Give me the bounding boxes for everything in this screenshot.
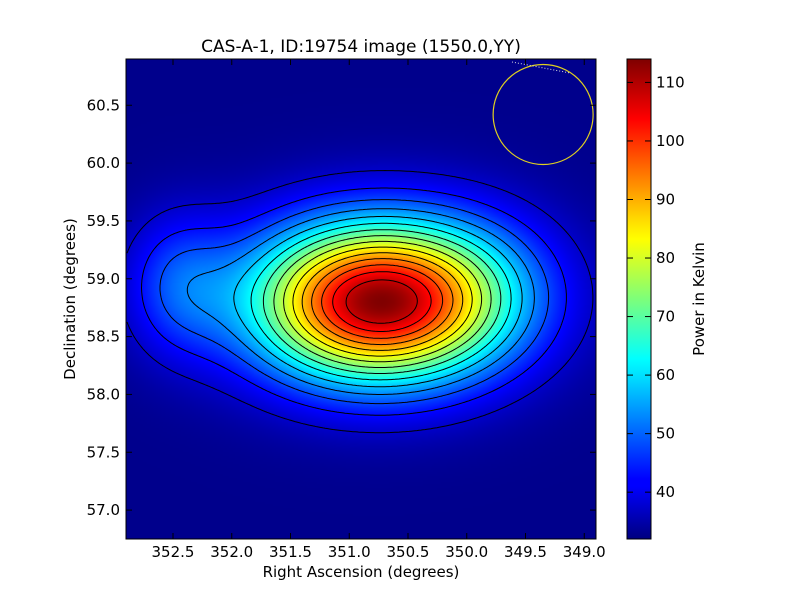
- y-tick-label: 57.0: [87, 501, 120, 519]
- colorbar-ticks: 40 50 60 70 80 90 100 110: [627, 73, 685, 501]
- chart-title: CAS-A-1, ID:19754 image (1550.0,YY): [201, 37, 521, 57]
- contour-line: [292, 246, 473, 357]
- x-tick-label: 351.5: [269, 543, 312, 561]
- y-tick-label: 58.0: [87, 385, 120, 403]
- heatmap-image: [126, 59, 596, 539]
- colorbar-tick-label: 110: [656, 73, 685, 91]
- colorbar-tick-label: 40: [656, 483, 675, 501]
- plot-frame: [125, 58, 597, 540]
- colorbar-tick-label: 90: [656, 190, 675, 208]
- contour-line: [283, 240, 483, 363]
- y-tick-label: 59.0: [87, 270, 120, 288]
- contour-line: [250, 222, 512, 381]
- colorbar-label: Power in Kelvin: [690, 242, 708, 356]
- colorbar-tick-label: 70: [656, 308, 675, 326]
- colorbar-tick-label: 80: [656, 249, 675, 267]
- contour-line: [273, 235, 492, 368]
- colorbar: [627, 59, 651, 539]
- colorbar-tick-label: 100: [656, 132, 685, 150]
- x-axis-ticks: 352.5 352.0 351.5 351.0 350.5 350.0 349.5 349.0: [152, 59, 606, 561]
- contour-line: [233, 215, 523, 388]
- y-axis-label: Declination (degrees): [61, 218, 79, 380]
- y-tick-label: 59.5: [87, 212, 120, 230]
- contour-line: [332, 271, 432, 332]
- x-tick-label: 349.5: [504, 543, 547, 561]
- x-tick-label: 350.5: [387, 543, 430, 561]
- contour-line: [301, 252, 464, 351]
- contour-line: [186, 208, 535, 395]
- y-tick-label: 60.0: [87, 154, 120, 172]
- heatmap-plot: [126, 59, 596, 539]
- colorbar-frame: [626, 58, 652, 540]
- beam-ellipse: [492, 63, 594, 166]
- x-tick-label: 352.5: [152, 543, 195, 561]
- x-tick-label: 349.0: [563, 543, 606, 561]
- contour-line: [262, 229, 502, 374]
- contour-line: [311, 258, 454, 346]
- contour-line: [126, 170, 594, 434]
- colorbar-tick-label: 50: [656, 425, 675, 443]
- x-tick-label: 351.0: [328, 543, 371, 561]
- contour-line: [159, 199, 550, 405]
- x-axis-label: Right Ascension (degrees): [263, 563, 460, 581]
- y-tick-label: 58.5: [87, 328, 120, 346]
- contour-line: [321, 264, 444, 339]
- y-axis-ticks: 57.0 57.5 58.0 58.5 59.0 59.5 60.0 60.5: [87, 96, 596, 519]
- contour-line: [345, 279, 418, 324]
- x-tick-label: 350.0: [445, 543, 488, 561]
- y-tick-label: 60.5: [87, 96, 120, 114]
- contour-lines: [126, 170, 594, 434]
- y-tick-label: 57.5: [87, 443, 120, 461]
- beam-marker-line: [511, 61, 571, 74]
- colorbar-tick-label: 60: [656, 366, 675, 384]
- contour-line: [141, 187, 567, 416]
- x-tick-label: 352.0: [210, 543, 253, 561]
